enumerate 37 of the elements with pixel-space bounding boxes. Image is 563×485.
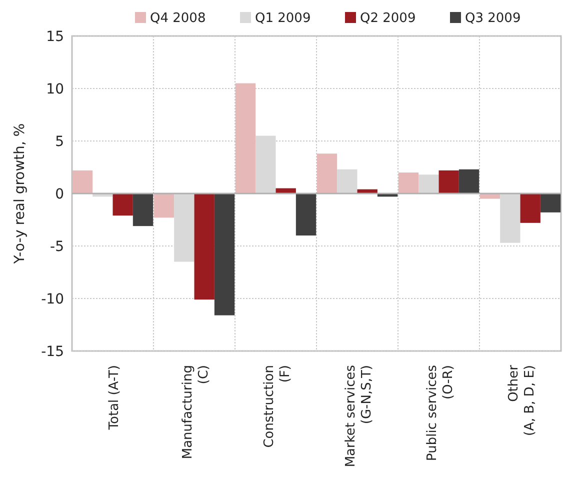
y-tick-label: -10 (41, 291, 64, 308)
x-tick-label: Other (A, B, D, E) (506, 364, 538, 436)
legend-label: Q4 2008 (150, 11, 206, 26)
y-tick-label: 0 (55, 186, 64, 202)
bar (438, 170, 459, 194)
bar (72, 170, 93, 194)
bar (174, 194, 194, 262)
bar (256, 136, 276, 194)
legend-label: Q3 2009 (465, 11, 521, 26)
y-tick-label: 5 (55, 134, 64, 150)
x-tick-label: Total (A-T) (106, 365, 122, 431)
y-axis-title: Y-o-y real growth, % (12, 123, 28, 265)
bar (194, 194, 214, 300)
bar (500, 194, 520, 243)
y-tick-label: -5 (50, 238, 64, 255)
bar (112, 194, 133, 216)
x-tick-label: Public services (O-R) (424, 364, 456, 461)
bar (316, 154, 338, 194)
bar (132, 194, 154, 226)
y-tick-label: -15 (41, 344, 64, 360)
bar (296, 194, 316, 236)
y-tick-label: 15 (46, 28, 64, 45)
y-tick-label: 10 (46, 81, 64, 98)
legend-label: Q2 2009 (360, 11, 416, 26)
bar (418, 174, 439, 194)
bar (458, 169, 480, 194)
bar (398, 172, 419, 194)
x-tick-label: Construction (F) (262, 365, 293, 448)
legend-label: Q1 2009 (255, 11, 311, 26)
x-tick-label: Manufacturing (C) (180, 365, 212, 460)
bar (540, 194, 561, 212)
bar (214, 194, 235, 316)
bar (154, 194, 174, 218)
bar (520, 194, 540, 223)
bar (235, 83, 256, 194)
bar (337, 169, 358, 194)
x-tick-label: Market services (G-N,S,T) (343, 364, 374, 468)
